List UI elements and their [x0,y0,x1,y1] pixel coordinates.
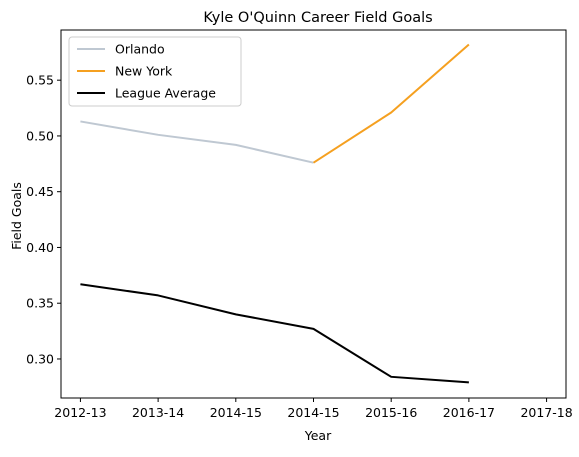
x-tick-label: 2016-17 [443,405,495,420]
x-tick-label: 2015-16 [365,405,417,420]
x-tick-label: 2013-14 [132,405,184,420]
legend-box [68,36,242,107]
y-axis-label: Field Goals [9,182,24,250]
y-tick-label: 0.35 [26,296,54,311]
x-axis-label: Year [304,428,332,443]
series-line-0 [80,120,314,164]
legend-label: Orlando [115,42,165,57]
legend-label: New York [115,64,173,79]
y-tick-label: 0.30 [26,351,54,366]
x-tick-label: 2014-15 [210,405,262,420]
y-tick-label: 0.55 [26,73,54,88]
plot-area [80,43,470,384]
series-line-1 [312,43,470,164]
y-tick-label: 0.50 [26,128,54,143]
x-tick-label: 2014-15 [287,405,339,420]
axes: 0.30 0.35 0.40 0.45 0.50 0.55 2012-13 2013-14 20… [26,29,573,420]
legend-label: League Average [115,86,216,101]
y-tick-label: 0.40 [26,240,54,255]
chart-title: Kyle O'Quinn Career Field Goals [203,10,432,26]
x-tick-label: 2017-18 [520,405,572,420]
x-tick-label: 2012-13 [54,405,106,420]
legend: Orlando New York League Average [68,36,242,107]
series-line-2 [80,283,469,384]
y-tick-label: 0.45 [26,184,54,199]
